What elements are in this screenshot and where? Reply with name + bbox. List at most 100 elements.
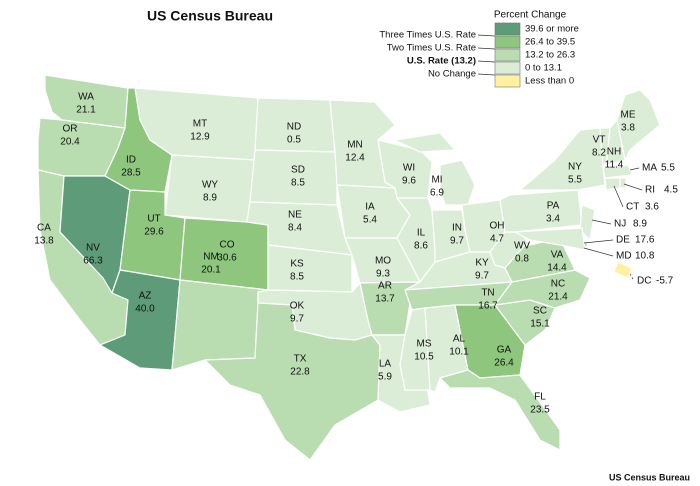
state-abbr: WV <box>514 241 530 252</box>
state-shape <box>514 227 586 251</box>
state-value: 5.5 <box>568 175 582 186</box>
legend-label: 0 to 13.1 <box>525 63 562 74</box>
state-abbr: MT <box>193 119 207 130</box>
state-abbr: KS <box>290 259 304 270</box>
state-value: 12.4 <box>345 153 365 164</box>
state-value: 12.9 <box>190 132 210 143</box>
state-value: 28.5 <box>121 168 141 179</box>
state-value: 66.3 <box>83 256 103 267</box>
state-abbr: RI <box>645 185 655 196</box>
state-abbr: IN <box>452 223 462 234</box>
state-value: 13.7 <box>375 294 395 305</box>
state-abbr: NV <box>86 243 100 254</box>
state-value: 9.6 <box>402 176 416 187</box>
state-abbr: CT <box>626 202 639 213</box>
state-abbr: UT <box>147 214 160 225</box>
state-abbr: MI <box>431 175 442 186</box>
state-abbr: OR <box>63 124 78 135</box>
state-abbr: NC <box>551 279 565 290</box>
state-value: 5.5 <box>661 163 675 174</box>
state-abbr: WI <box>403 163 415 174</box>
state-value: 6.9 <box>430 188 444 199</box>
state-value: 4.5 <box>664 185 678 196</box>
state-shape <box>613 261 633 279</box>
state-value: -5.7 <box>656 276 674 287</box>
state-value: 9.7 <box>290 314 304 325</box>
state-abbr: OH <box>490 221 505 232</box>
state-value: 8.6 <box>414 241 428 252</box>
state-abbr: MD <box>616 251 632 262</box>
state-abbr: SC <box>533 306 547 317</box>
state-shape <box>171 279 269 371</box>
state-abbr: TN <box>481 288 494 299</box>
state-abbr: VT <box>593 135 606 146</box>
state-shape <box>249 149 338 206</box>
state-value: 13.8 <box>34 236 54 247</box>
state-value: 4.7 <box>490 234 504 245</box>
state-value: 11.4 <box>605 160 624 171</box>
state-value: 5.4 <box>363 215 377 226</box>
state-value: 0.5 <box>287 135 301 146</box>
marker-line <box>477 34 496 37</box>
state-labels: WA 21.1 OR 20.4 CA 13.8 NV 66.3 ID 28.5 MT 12.9 WY 8.… <box>34 92 678 416</box>
state-abbr: IL <box>417 228 426 239</box>
state-abbr: SD <box>291 165 305 176</box>
state-abbr: CO <box>220 240 235 251</box>
state-value: 8.4 <box>288 223 302 234</box>
state-abbr: NH <box>607 147 621 158</box>
state-value: 21.1 <box>76 105 96 116</box>
state-value: 10.8 <box>635 251 655 262</box>
state-abbr: OK <box>290 301 305 312</box>
state-value: 20.1 <box>201 265 221 276</box>
state-abbr: ND <box>287 122 301 133</box>
state-value: 3.6 <box>645 202 659 213</box>
state-shape <box>602 164 633 179</box>
legend-marker: U.S. Rate (13.2) <box>407 56 476 67</box>
state-abbr: NM <box>203 252 219 263</box>
state-value: 9.3 <box>376 269 390 280</box>
legend-title: Percent Change <box>494 10 567 21</box>
state-shape <box>606 119 626 166</box>
state-value: 8.9 <box>203 193 217 204</box>
leader-line <box>629 273 635 282</box>
state-abbr: ID <box>126 155 136 166</box>
state-abbr: WY <box>202 180 218 191</box>
leader-line <box>629 167 640 171</box>
leader-line <box>591 219 612 225</box>
state-value: 40.0 <box>135 304 155 315</box>
leader-line <box>583 239 614 244</box>
state-abbr: MN <box>347 140 363 151</box>
state-value: 10.1 <box>449 347 469 358</box>
legend-swatch <box>494 61 521 75</box>
state-value: 15.1 <box>530 319 550 330</box>
marker-line <box>477 47 496 50</box>
legend-swatch <box>494 48 521 62</box>
source: US Census Bureau <box>609 472 690 482</box>
state-value: 16.7 <box>478 301 498 312</box>
state-abbr: DC <box>637 276 651 287</box>
state-abbr: DE <box>616 235 630 246</box>
legend-label: 26.4 to 39.5 <box>525 37 575 48</box>
state-value: 10.5 <box>414 352 434 363</box>
leader-line <box>613 185 624 208</box>
marker-line <box>477 73 496 76</box>
state-abbr: TX <box>294 354 307 365</box>
state-value: 17.6 <box>635 235 655 246</box>
state-abbr: NE <box>288 210 302 221</box>
state-abbr: GA <box>497 345 512 356</box>
states <box>37 74 661 461</box>
state-shape <box>439 369 561 451</box>
state-value: 8.5 <box>291 178 305 189</box>
state-value: 30.6 <box>217 253 237 264</box>
state-abbr: NJ <box>614 219 626 230</box>
legend-label: Less than 0 <box>525 76 574 87</box>
state-value: 21.4 <box>548 292 568 303</box>
state-abbr: MA <box>642 163 657 174</box>
state-shape <box>619 177 627 189</box>
state-abbr: MO <box>375 256 391 267</box>
legend-label: 39.6 or more <box>525 24 579 35</box>
state-abbr: WA <box>78 92 94 103</box>
state-value: 23.5 <box>530 405 550 416</box>
state-abbr: NY <box>568 162 582 173</box>
